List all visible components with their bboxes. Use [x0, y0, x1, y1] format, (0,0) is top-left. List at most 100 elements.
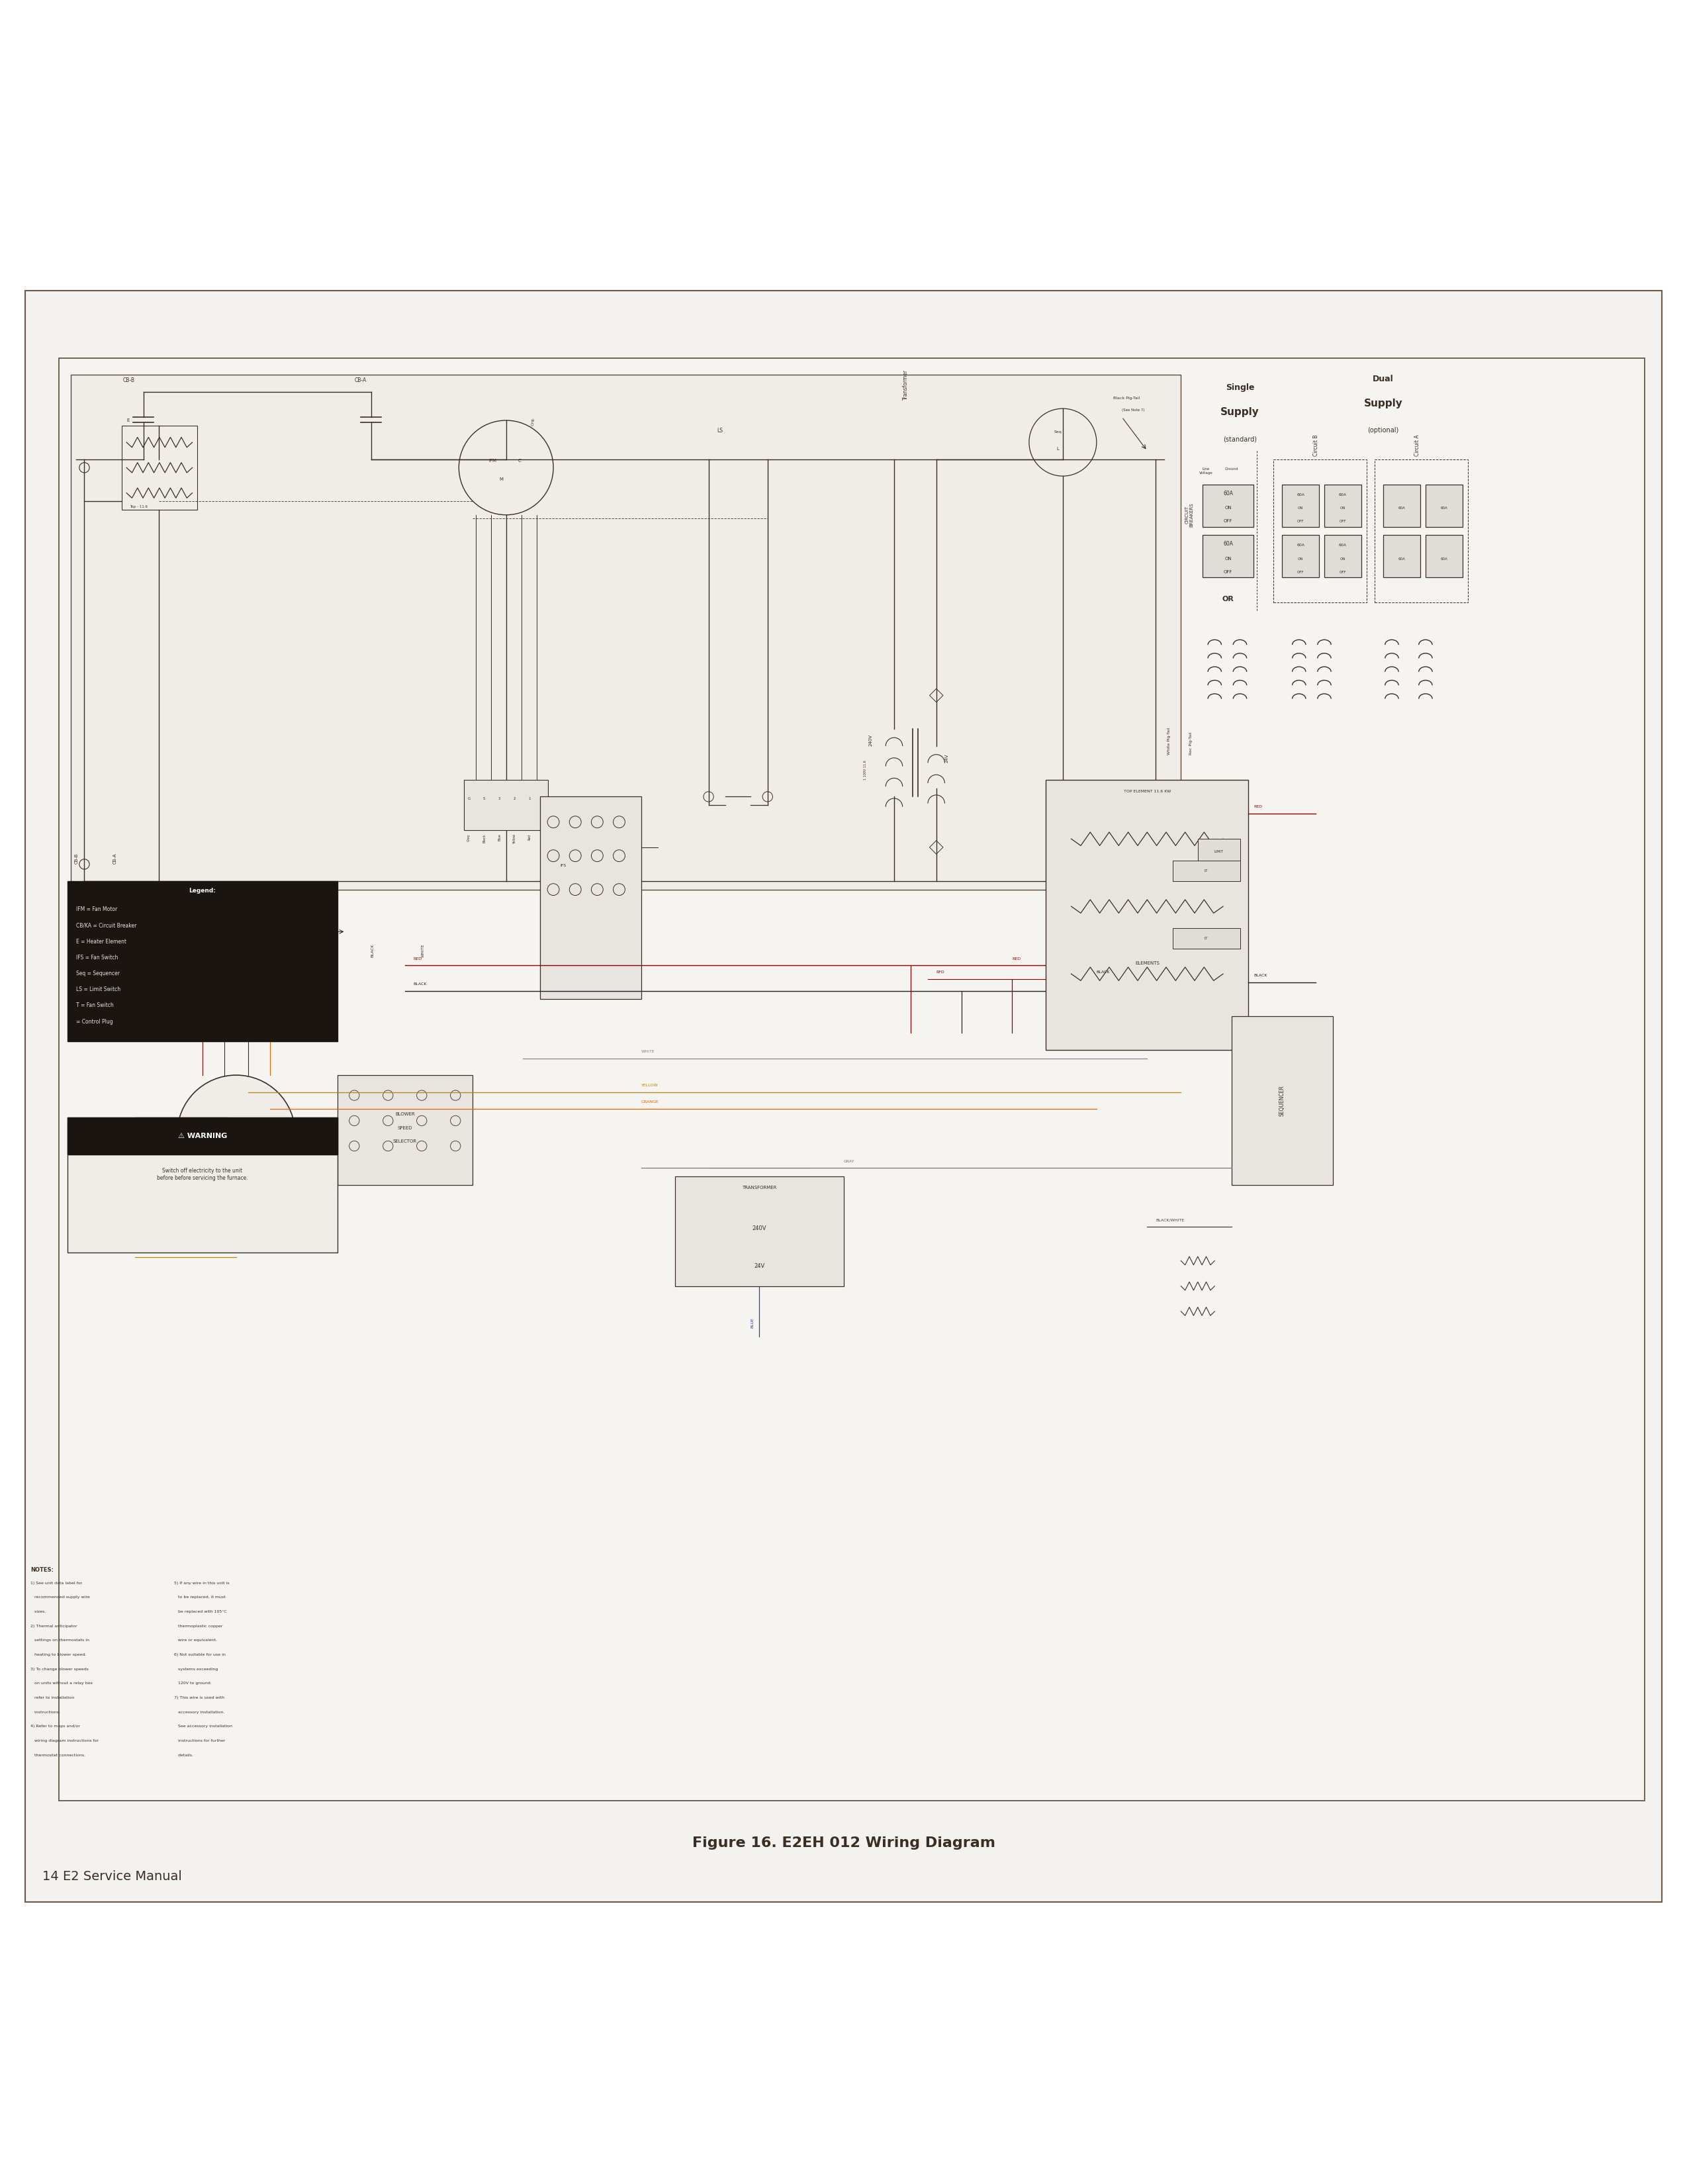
Text: sizes.: sizes.	[30, 1610, 46, 1614]
Bar	[1426, 485, 1463, 526]
Text: Yellow: Yellow	[513, 834, 516, 843]
Text: 60A: 60A	[1399, 557, 1405, 561]
Bar	[59, 358, 1645, 1802]
Text: 2: 2	[513, 797, 516, 799]
Text: settings on thermostats in: settings on thermostats in	[30, 1638, 89, 1642]
Bar	[540, 797, 641, 1000]
Text: RED: RED	[1012, 957, 1021, 961]
Bar	[1203, 535, 1253, 577]
Bar	[1375, 459, 1468, 603]
Text: 60A: 60A	[1297, 544, 1304, 546]
Text: E: E	[127, 417, 130, 422]
Bar	[464, 780, 548, 830]
Text: wire or equivalent.: wire or equivalent.	[174, 1638, 218, 1642]
Text: BLUE: BLUE	[751, 1317, 754, 1328]
Text: 60A: 60A	[1339, 544, 1346, 546]
Text: GRAY: GRAY	[844, 1160, 854, 1162]
Text: 1) See unit data label for: 1) See unit data label for	[30, 1581, 83, 1586]
Text: ON: ON	[1339, 557, 1346, 561]
Text: Red: Red	[528, 834, 531, 841]
Text: (See Note 7): (See Note 7)	[1122, 408, 1145, 413]
Bar	[1274, 459, 1366, 603]
Text: 60A: 60A	[1223, 491, 1233, 496]
Text: refer to installation: refer to installation	[30, 1697, 74, 1699]
Text: RED: RED	[197, 1000, 201, 1007]
Text: 120V to ground.: 120V to ground.	[174, 1682, 211, 1686]
Bar	[1172, 860, 1240, 880]
Text: White Pig-Tail: White Pig-Tail	[1167, 727, 1171, 753]
Text: 3) To change blower speeds: 3) To change blower speeds	[30, 1669, 88, 1671]
Text: thermostat connections.: thermostat connections.	[30, 1754, 86, 1756]
Text: Black: Black	[482, 834, 486, 843]
Text: ORANGE: ORANGE	[265, 992, 268, 1007]
Text: BLACK/WHITE: BLACK/WHITE	[1156, 1219, 1184, 1221]
Bar	[1203, 485, 1253, 526]
Text: ORANGE: ORANGE	[641, 1101, 658, 1103]
Text: 1: 1	[528, 797, 531, 799]
Text: E = Heater Element: E = Heater Element	[76, 939, 127, 943]
Text: 60A: 60A	[1441, 507, 1447, 509]
Text: Blue: Blue	[498, 834, 501, 841]
Bar	[1282, 485, 1319, 526]
Text: 60A: 60A	[1339, 494, 1346, 496]
Text: LS = Limit Switch: LS = Limit Switch	[76, 987, 120, 992]
Text: OR: OR	[1221, 596, 1235, 603]
Text: 5: 5	[482, 797, 486, 799]
Text: LIMIT: LIMIT	[1215, 850, 1223, 854]
Text: SELECTOR: SELECTOR	[393, 1140, 417, 1144]
Text: Ground: Ground	[1225, 467, 1238, 472]
Text: CB-B: CB-B	[123, 378, 135, 382]
Text: Top - 11.6: Top - 11.6	[130, 505, 148, 509]
Text: BLACK: BLACK	[219, 996, 223, 1007]
Text: 14 E2 Service Manual: 14 E2 Service Manual	[42, 1870, 182, 1883]
Text: instructions for further: instructions for further	[174, 1738, 224, 1743]
Text: Seq: Seq	[1054, 430, 1061, 435]
Bar	[1426, 535, 1463, 577]
Text: M: M	[231, 1129, 241, 1140]
Text: 4) Refer to maps and/or: 4) Refer to maps and/or	[30, 1725, 79, 1728]
Text: OFF: OFF	[1297, 520, 1304, 524]
Bar	[1046, 780, 1248, 1051]
Text: Supply: Supply	[1220, 406, 1260, 417]
Text: systems exceeding: systems exceeding	[174, 1669, 218, 1671]
Bar	[1232, 1016, 1333, 1184]
Text: 2) Thermal anticipator: 2) Thermal anticipator	[30, 1625, 78, 1627]
Text: Figure 16. E2EH 012 Wiring Diagram: Figure 16. E2EH 012 Wiring Diagram	[692, 1837, 995, 1850]
Text: RFD: RFD	[936, 970, 945, 974]
Text: 24V: 24V	[945, 753, 948, 762]
Text: OFF: OFF	[1223, 570, 1233, 574]
Text: BLACK: BLACK	[371, 943, 375, 957]
Text: BLACK: BLACK	[413, 983, 427, 985]
Text: BLACK: BLACK	[1253, 974, 1267, 976]
Text: 240V: 240V	[752, 1225, 766, 1232]
Text: C: C	[518, 459, 521, 463]
Text: CB-A: CB-A	[354, 378, 366, 382]
Text: Dual: Dual	[1373, 376, 1393, 382]
Bar	[67, 1118, 337, 1155]
Bar	[121, 426, 197, 509]
Text: 60A: 60A	[1297, 494, 1304, 496]
Text: L: L	[1056, 448, 1059, 450]
Text: accessory installation.: accessory installation.	[174, 1710, 224, 1714]
Text: G: G	[467, 797, 471, 799]
Text: Transformer: Transformer	[903, 369, 909, 400]
Text: Org.: Org.	[531, 417, 535, 426]
Text: Circuit B: Circuit B	[1312, 435, 1319, 456]
Text: WHITE: WHITE	[422, 943, 425, 957]
Text: 60A: 60A	[1441, 557, 1447, 561]
Text: Seq = Sequencer: Seq = Sequencer	[76, 970, 120, 976]
Text: 60A: 60A	[1223, 542, 1233, 546]
Text: YELLOW: YELLOW	[243, 994, 246, 1007]
Text: OFF: OFF	[1297, 570, 1304, 574]
Text: ON: ON	[1339, 507, 1346, 509]
Text: OFF: OFF	[1339, 520, 1346, 524]
Text: RED: RED	[413, 957, 422, 961]
Text: Legend:: Legend:	[189, 889, 216, 893]
Text: WHITE: WHITE	[641, 1051, 655, 1053]
Text: ON: ON	[1297, 507, 1304, 509]
Text: IFS = Fan Switch: IFS = Fan Switch	[76, 954, 118, 961]
Text: YELLOW: YELLOW	[143, 1249, 160, 1251]
Text: LT: LT	[1205, 937, 1208, 939]
Bar	[135, 1118, 228, 1184]
Text: CB-B: CB-B	[74, 854, 78, 865]
